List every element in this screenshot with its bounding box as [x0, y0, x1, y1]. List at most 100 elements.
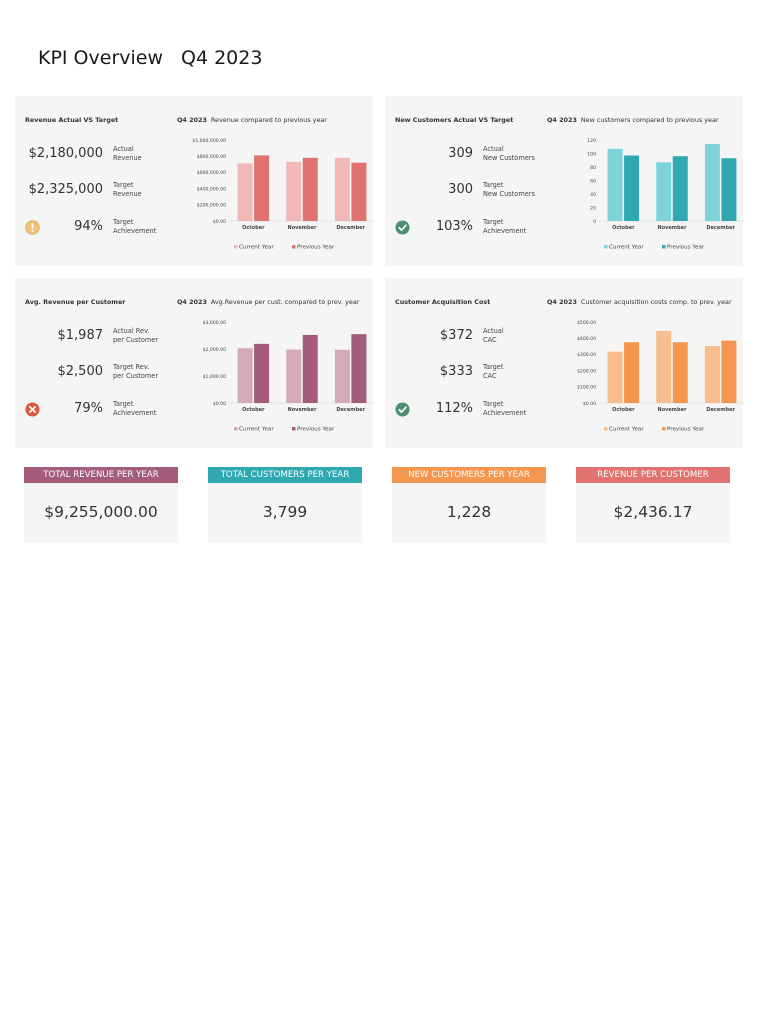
y-tick-label: $500.00 — [577, 320, 596, 326]
bar — [721, 340, 737, 403]
y-tick-label: $1,000.00 — [203, 374, 226, 380]
kpi-label-line: per Customer — [113, 372, 159, 380]
chart-title: Q4 2023 Customer acquisition costs comp. … — [547, 298, 732, 306]
bar — [334, 349, 350, 403]
kpi-label-line: Target — [113, 181, 134, 189]
chart-title: Q4 2023 New customers compared to previou… — [547, 116, 719, 124]
kpi-label-line: Actual — [483, 145, 504, 153]
legend-swatch — [662, 245, 666, 249]
bar — [656, 162, 672, 221]
y-tick-label: $200,000.00 — [197, 203, 226, 209]
legend-swatch — [604, 427, 608, 431]
kpi-label-line: Actual — [483, 327, 504, 335]
kpi-row: $2,325,000 Target Revenue — [15, 179, 175, 201]
kpi-value: 112% — [435, 401, 473, 416]
kpi-row: $1,987 Actual Rev. per Customer — [15, 325, 175, 347]
bar — [286, 349, 302, 403]
kpi-label-line: Achievement — [113, 227, 157, 235]
kpi-label-line: New Customers — [483, 190, 535, 198]
bar — [351, 162, 367, 221]
kpi-row: $2,500 Target Rev. per Customer — [15, 361, 175, 383]
panel-title: Revenue Actual VS Target — [25, 116, 119, 124]
kpi-label-line: Achievement — [483, 227, 527, 235]
bar — [607, 148, 623, 221]
kpi-label: Actual Rev. per Customer — [113, 327, 158, 345]
bar — [254, 343, 270, 403]
page-period: Q4 2023 — [181, 47, 263, 69]
chart-title-period: Q4 2023 — [177, 298, 207, 306]
check-icon — [395, 402, 410, 417]
kpi-label: Actual Revenue — [113, 145, 142, 163]
x-tick-label: November — [658, 225, 687, 231]
summary-card-label: TOTAL CUSTOMERS PER YEAR — [208, 467, 362, 483]
bar — [656, 330, 672, 403]
x-tick-label: December — [706, 225, 735, 231]
x-tick-label: December — [706, 407, 735, 413]
legend-label: Previous Year — [297, 427, 335, 433]
kpi-label-line: Actual Rev. — [113, 327, 150, 335]
summary-card-revenue-per-customer: REVENUE PER CUSTOMER $2,436.17 — [576, 467, 730, 543]
bar — [672, 342, 688, 403]
y-tick-label: $800,000.00 — [197, 154, 226, 160]
y-tick-label: $0.00 — [213, 219, 226, 225]
kpi-label-line: Revenue — [113, 190, 142, 198]
x-tick-label: October — [242, 407, 265, 413]
panel-title: Avg. Revenue per Customer — [25, 298, 126, 306]
y-tick-label: 100 — [587, 151, 596, 157]
x-tick-label: October — [612, 407, 635, 413]
kpi-label-line: New Customers — [483, 154, 535, 162]
bar — [302, 334, 318, 403]
y-tick-label: 20 — [590, 205, 596, 211]
kpi-value: $2,180,000 — [28, 146, 103, 161]
x-tick-label: October — [612, 225, 635, 231]
x-tick-label: November — [288, 225, 317, 231]
kpi-label-line: Achievement — [483, 409, 527, 417]
legend-swatch — [292, 427, 296, 431]
kpi-row: 112% Target Achievement — [385, 398, 545, 420]
kpi-label-line: Target — [483, 181, 504, 189]
bar-chart: $0.00 $200,000.00 $400,000.00 $600,000.00 $8… — [192, 138, 375, 251]
legend-swatch — [292, 245, 296, 249]
legend-swatch — [234, 245, 238, 249]
summary-card-label: NEW CUSTOMERS PER YEAR — [392, 467, 546, 483]
bar — [704, 144, 720, 221]
kpi-value: 94% — [74, 219, 103, 234]
panel-title: Customer Acquisition Cost — [395, 298, 491, 306]
kpi-label-line: per Customer — [113, 336, 159, 344]
kpi-row: $333 Target CAC — [385, 361, 545, 383]
summary-card-label: REVENUE PER CUSTOMER — [576, 467, 730, 483]
bar — [704, 345, 720, 403]
summary-card-value: 3,799 — [262, 503, 308, 521]
chart-legend: Current Year Previous Year — [604, 427, 705, 433]
kpi-value: $2,500 — [57, 364, 104, 379]
kpi-row: 309 Actual New Customers — [385, 143, 545, 165]
kpi-label: Target Rev. per Customer — [113, 363, 158, 381]
chart-title-text: Customer acquisition costs comp. to prev… — [580, 298, 732, 306]
bar — [607, 351, 623, 403]
revenue-panel: Revenue Actual VS Target $2,180,000 Actual… — [15, 96, 375, 266]
y-tick-label: $3,000.00 — [203, 320, 226, 326]
bar — [624, 342, 640, 403]
bar — [302, 157, 318, 221]
kpi-label-line: Achievement — [113, 409, 157, 417]
kpi-row: 300 Target New Customers — [385, 179, 545, 201]
bar — [624, 155, 640, 221]
page-title-text: KPI Overview — [38, 47, 164, 69]
y-tick-label: 80 — [590, 165, 596, 171]
kpi-label-line: Target — [483, 400, 504, 408]
bar — [254, 155, 270, 221]
x-tick-label: December — [336, 225, 365, 231]
legend-label: Current Year — [609, 427, 644, 433]
bar-chart: 0 20 40 60 80 100 120 October November December Cu… — [587, 138, 745, 251]
legend-swatch — [234, 427, 238, 431]
kpi-row: $2,180,000 Actual Revenue — [15, 143, 175, 165]
x-tick-label: December — [336, 407, 365, 413]
legend-swatch — [604, 245, 608, 249]
chart-title: Q4 2023 Avg.Revenue per cust. compared to… — [177, 298, 359, 306]
y-tick-label: 120 — [587, 138, 596, 144]
bar-chart: $0.00 $100.00 $200.00 $300.00 $400.00 $500.00… — [577, 320, 745, 433]
y-tick-label: $300.00 — [577, 352, 596, 358]
kpi-label-line: Target — [113, 218, 134, 226]
bar — [721, 158, 737, 221]
legend-label: Previous Year — [667, 245, 705, 251]
